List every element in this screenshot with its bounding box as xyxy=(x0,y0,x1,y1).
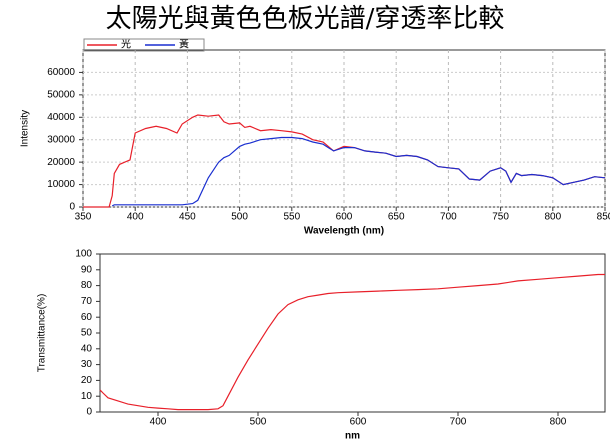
x-tick-label: 600 xyxy=(336,212,353,223)
y-tick-label: 60000 xyxy=(47,67,75,78)
plot-frame xyxy=(99,253,606,413)
x-tick-label: 700 xyxy=(450,417,467,428)
y-axis-label: Intensity xyxy=(20,110,31,147)
slide-title: 太陽光與黃色色板光譜/穿透率比較 xyxy=(106,4,505,34)
y-tick-label: 70 xyxy=(81,296,93,307)
x-axis-label: Wavelength (nm) xyxy=(304,226,384,237)
legend-label: 光 xyxy=(121,38,131,51)
y-tick-label: 60 xyxy=(81,312,93,323)
y-tick-label: 40 xyxy=(81,343,93,354)
x-tick-label: 600 xyxy=(350,417,367,428)
x-tick-label: 400 xyxy=(127,212,144,223)
y-tick-label: 30000 xyxy=(47,134,75,145)
x-tick-label: 850 xyxy=(597,212,610,223)
y-tick-label: 10 xyxy=(81,391,93,402)
y-tick-label: 50 xyxy=(81,328,93,339)
x-tick-label: 650 xyxy=(388,212,405,223)
y-tick-label: 100 xyxy=(75,249,92,260)
y-tick-label: 50000 xyxy=(47,89,75,100)
y-tick-label: 20000 xyxy=(47,157,75,168)
y-tick-label: 10000 xyxy=(47,179,75,190)
x-tick-label: 700 xyxy=(440,212,457,223)
x-tick-label: 350 xyxy=(75,212,92,223)
legend-label: 黃 xyxy=(179,38,189,51)
y-tick-label: 20 xyxy=(81,375,93,386)
y-tick-label: 0 xyxy=(69,202,75,213)
series-line xyxy=(99,273,605,411)
y-tick-label: 0 xyxy=(86,407,92,418)
series-line xyxy=(111,136,606,207)
legend-frame xyxy=(83,38,205,52)
y-axis-label: Transmittance(%) xyxy=(37,294,48,373)
y-tick-label: 30 xyxy=(81,359,93,370)
x-tick-label: 450 xyxy=(179,212,196,223)
x-tick-label: 400 xyxy=(150,417,167,428)
x-axis-label: nm xyxy=(345,431,360,442)
x-tick-label: 800 xyxy=(544,212,561,223)
y-tick-label: 90 xyxy=(81,264,93,275)
x-tick-label: 550 xyxy=(283,212,300,223)
x-tick-label: 500 xyxy=(250,417,267,428)
x-tick-label: 750 xyxy=(492,212,509,223)
y-tick-label: 40000 xyxy=(47,112,75,123)
x-tick-label: 800 xyxy=(550,417,567,428)
y-tick-label: 80 xyxy=(81,280,93,291)
x-tick-label: 500 xyxy=(231,212,248,223)
